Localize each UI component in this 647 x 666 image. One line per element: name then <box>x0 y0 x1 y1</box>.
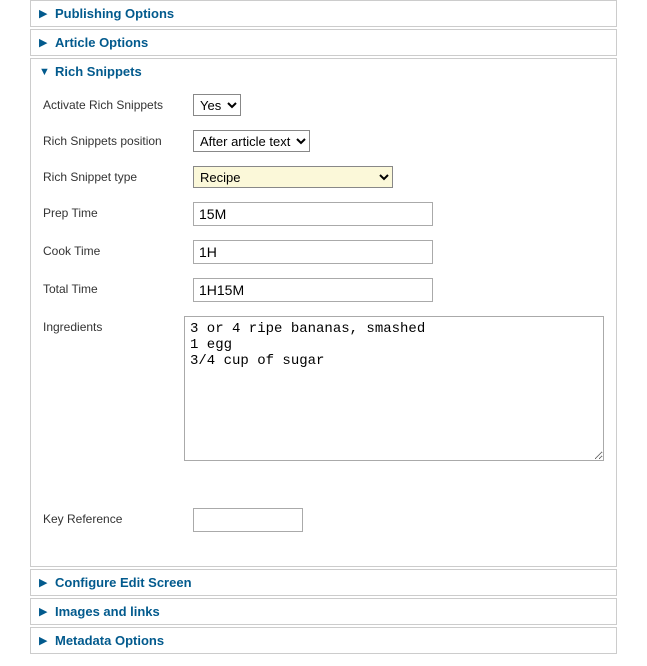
chevron-right-icon: ▶ <box>39 634 49 647</box>
panel-configure: ▶ Configure Edit Screen <box>30 569 617 596</box>
panel-title-rich-snippets: Rich Snippets <box>55 64 142 79</box>
select-activate[interactable]: Yes <box>193 94 241 116</box>
label-ingredients: Ingredients <box>43 316 184 334</box>
row-prep-time: Prep Time <box>43 202 604 226</box>
select-type[interactable]: Recipe <box>193 166 393 188</box>
row-activate: Activate Rich Snippets Yes <box>43 94 604 116</box>
panel-header-metadata[interactable]: ▶ Metadata Options <box>31 628 616 653</box>
panel-header-rich-snippets[interactable]: ▼ Rich Snippets <box>31 59 616 84</box>
chevron-right-icon: ▶ <box>39 36 49 49</box>
label-activate: Activate Rich Snippets <box>43 94 193 112</box>
chevron-right-icon: ▶ <box>39 7 49 20</box>
textarea-ingredients[interactable] <box>184 316 604 461</box>
row-key-reference: Key Reference <box>43 508 604 532</box>
chevron-right-icon: ▶ <box>39 605 49 618</box>
panel-rich-snippets: ▼ Rich Snippets Activate Rich Snippets Y… <box>30 58 617 567</box>
row-cook-time: Cook Time <box>43 240 604 264</box>
chevron-down-icon: ▼ <box>39 66 49 78</box>
select-position[interactable]: After article text <box>193 130 310 152</box>
panel-title-images: Images and links <box>55 604 160 619</box>
row-ingredients: Ingredients <box>43 316 604 464</box>
label-key-reference: Key Reference <box>43 508 193 526</box>
panel-metadata: ▶ Metadata Options <box>30 627 617 654</box>
label-position: Rich Snippets position <box>43 130 193 148</box>
label-type: Rich Snippet type <box>43 166 193 184</box>
panel-publishing: ▶ Publishing Options <box>30 0 617 27</box>
row-total-time: Total Time <box>43 278 604 302</box>
label-prep-time: Prep Time <box>43 202 193 220</box>
panel-title-publishing: Publishing Options <box>55 6 174 21</box>
panel-title-configure: Configure Edit Screen <box>55 575 192 590</box>
label-cook-time: Cook Time <box>43 240 193 258</box>
panel-header-images[interactable]: ▶ Images and links <box>31 599 616 624</box>
panel-title-article: Article Options <box>55 35 148 50</box>
chevron-right-icon: ▶ <box>39 576 49 589</box>
panel-images: ▶ Images and links <box>30 598 617 625</box>
input-prep-time[interactable] <box>193 202 433 226</box>
input-total-time[interactable] <box>193 278 433 302</box>
panel-header-configure[interactable]: ▶ Configure Edit Screen <box>31 570 616 595</box>
row-type: Rich Snippet type Recipe <box>43 166 604 188</box>
panel-article: ▶ Article Options <box>30 29 617 56</box>
row-position: Rich Snippets position After article tex… <box>43 130 604 152</box>
input-cook-time[interactable] <box>193 240 433 264</box>
panel-header-publishing[interactable]: ▶ Publishing Options <box>31 1 616 26</box>
input-key-reference[interactable] <box>193 508 303 532</box>
panel-header-article[interactable]: ▶ Article Options <box>31 30 616 55</box>
panel-title-metadata: Metadata Options <box>55 633 164 648</box>
panel-body-rich-snippets: Activate Rich Snippets Yes Rich Snippets… <box>31 84 616 566</box>
label-total-time: Total Time <box>43 278 193 296</box>
